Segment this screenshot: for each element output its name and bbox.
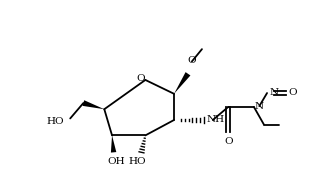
Polygon shape (174, 72, 190, 94)
Text: N: N (255, 102, 264, 111)
Text: O: O (187, 56, 196, 65)
Polygon shape (111, 135, 116, 153)
Text: HO: HO (129, 157, 146, 166)
Polygon shape (82, 100, 104, 109)
Text: HO: HO (46, 117, 64, 126)
Text: OH: OH (107, 157, 125, 166)
Text: O: O (289, 88, 297, 97)
Text: NH: NH (207, 115, 225, 124)
Text: O: O (224, 137, 233, 146)
Text: N: N (270, 88, 279, 97)
Text: O: O (136, 74, 145, 83)
